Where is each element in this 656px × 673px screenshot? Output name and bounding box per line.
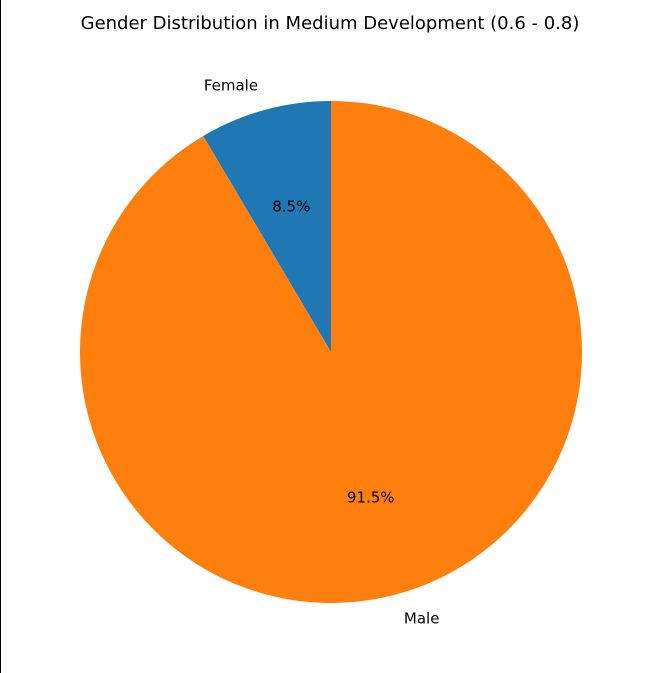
pie-labels: Female 8.5% Male 91.5% xyxy=(204,77,440,628)
slice-label-female: Female xyxy=(204,77,258,95)
slice-percent-male: 91.5% xyxy=(347,488,395,506)
chart-title: Gender Distribution in Medium Developmen… xyxy=(81,13,580,34)
pie-slices xyxy=(79,101,582,603)
slice-percent-female: 8.5% xyxy=(272,198,310,216)
pie-slice-male xyxy=(79,101,582,603)
pie-slice-female xyxy=(203,101,331,352)
slice-label-male: Male xyxy=(404,609,440,627)
